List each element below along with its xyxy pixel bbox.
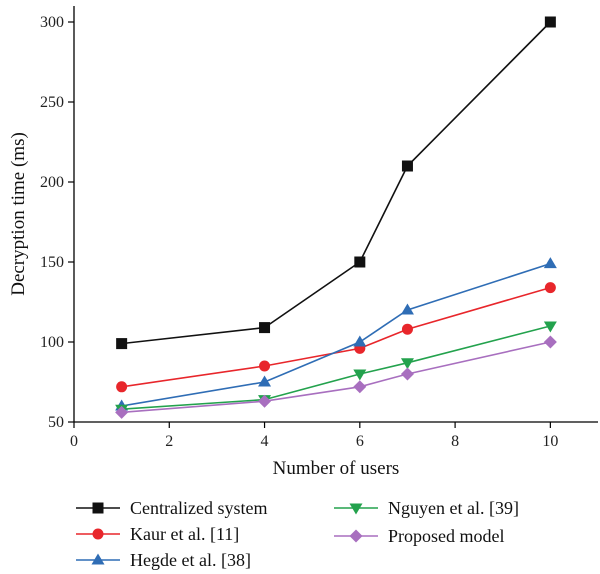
data-point [258,394,272,408]
series-4 [115,335,557,419]
legend-marker [92,502,104,514]
series-3 [115,321,557,416]
data-point [544,16,556,28]
data-point [543,257,557,269]
legend-item: Proposed model [334,526,505,546]
x-tick-label: 2 [165,433,173,450]
data-point [116,338,128,350]
series-2 [115,257,557,411]
data-point [400,367,414,381]
x-tick-label: 10 [542,433,558,450]
data-point [400,303,414,315]
legend-marker [92,528,104,540]
x-tick-label: 6 [356,433,364,450]
series-0 [116,16,556,350]
data-point [401,323,413,335]
legend-item: Centralized system [76,498,267,518]
legend-marker [349,529,363,543]
y-tick-label: 300 [40,14,64,31]
x-tick-label: 8 [451,433,459,450]
series-line [121,262,551,407]
axes: 0 2 4 6 8 10 50 100 150 200 250 300 [40,6,598,450]
data-point [115,405,129,419]
legend-label: Centralized system [130,498,267,518]
data-point [353,369,367,381]
y-tick-label: 50 [48,414,64,431]
legend-marker [91,553,105,565]
data-point [259,360,271,372]
y-axis-title: Decryption time (ms) [8,132,29,296]
data-point [353,335,367,347]
series-layer [115,16,557,419]
series-line [121,21,551,345]
y-tick-label: 150 [40,254,64,271]
legend-label: Proposed model [388,526,505,546]
legend-label: Hegde et al. [38] [130,550,251,570]
y-tick-label: 200 [40,174,64,191]
legend-label: Kaur et al. [11] [130,524,239,544]
legend-item: Nguyen et al. [39] [334,498,519,518]
data-point [258,375,272,387]
data-point [259,322,271,334]
y-tick-label: 100 [40,334,64,351]
legend-item: Hegde et al. [38] [76,550,251,570]
data-point [116,381,128,393]
x-axis-title: Number of users [273,458,400,479]
series-line [121,325,551,410]
data-point [353,380,367,394]
data-point [401,160,413,172]
data-point [543,321,557,333]
data-point [354,256,366,268]
legend-item: Kaur et al. [11] [76,524,239,544]
data-point [543,335,557,349]
legend-marker [349,503,363,515]
series-1 [116,282,556,393]
legend-label: Nguyen et al. [39] [388,498,519,518]
data-point [544,282,556,294]
x-tick-label: 4 [261,433,269,450]
legend: Centralized system Kaur et al. [11] Hegde … [76,498,519,570]
data-point [400,358,414,370]
x-tick-label: 0 [70,433,78,450]
y-tick-label: 250 [40,94,64,111]
